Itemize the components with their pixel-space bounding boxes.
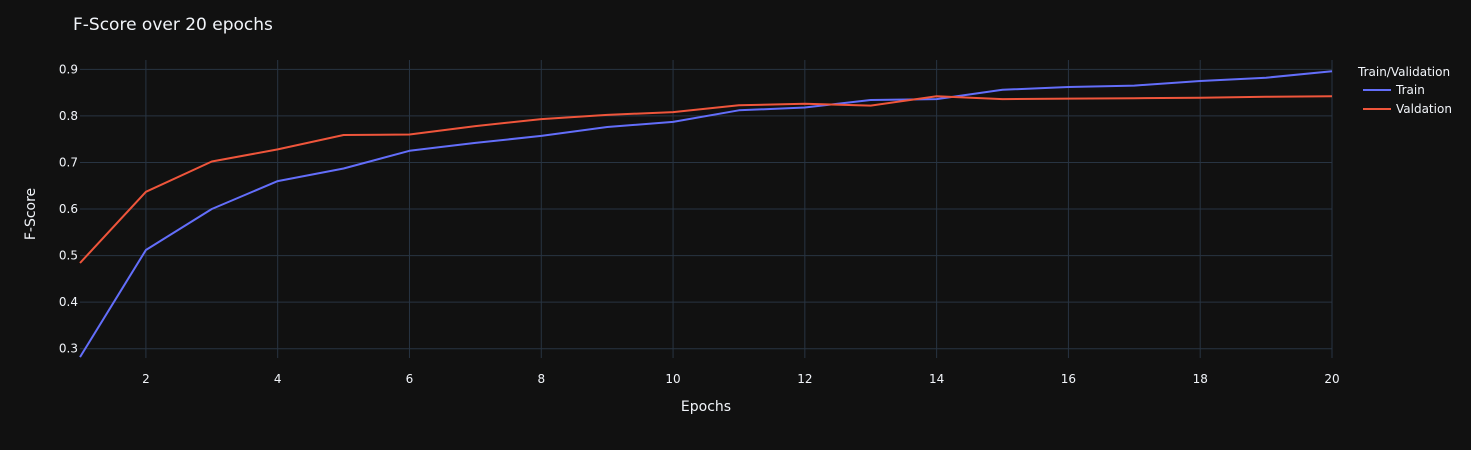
x-axis-title: Epochs: [681, 399, 731, 415]
y-tick-label: 0.3: [59, 342, 78, 356]
y-tick-label: 0.6: [59, 202, 78, 216]
x-tick-label: 8: [537, 372, 545, 386]
y-tick-label: 0.9: [59, 62, 78, 76]
y-axis-title: F-Score: [23, 188, 39, 240]
legend-label: Train: [1395, 83, 1425, 97]
chart-title: F-Score over 20 epochs: [73, 15, 273, 35]
x-tick-label: 10: [665, 372, 680, 386]
x-axis-tick-labels: 2 4 6 8 10 12 14 16 18 20: [142, 372, 1340, 386]
y-tick-label: 0.5: [59, 249, 78, 263]
legend[interactable]: Train/Validation Train Valdation: [1357, 65, 1452, 116]
grid-lines: [80, 60, 1333, 358]
x-tick-label: 2: [142, 372, 150, 386]
x-tick-label: 6: [406, 372, 414, 386]
y-axis-tick-labels: 0.3 0.4 0.5 0.6 0.7 0.8 0.9: [59, 62, 78, 355]
y-tick-label: 0.4: [59, 295, 78, 309]
series-line-valdation[interactable]: [79, 95, 1333, 264]
x-tick-label: 18: [1193, 372, 1208, 386]
x-tick-label: 16: [1061, 372, 1076, 386]
x-tick-label: 20: [1324, 372, 1339, 386]
legend-items: Train Valdation: [1363, 83, 1452, 116]
legend-item-train[interactable]: Train: [1363, 83, 1425, 97]
x-tick-label: 12: [797, 372, 812, 386]
series-line-train[interactable]: [79, 70, 1333, 358]
legend-label: Valdation: [1396, 102, 1452, 116]
series-lines: [79, 70, 1333, 358]
y-tick-label: 0.8: [59, 109, 78, 123]
legend-title: Train/Validation: [1357, 65, 1450, 79]
x-tick-label: 4: [274, 372, 282, 386]
legend-item-valdation[interactable]: Valdation: [1363, 102, 1452, 116]
y-tick-label: 0.7: [59, 155, 78, 169]
x-tick-label: 14: [929, 372, 944, 386]
